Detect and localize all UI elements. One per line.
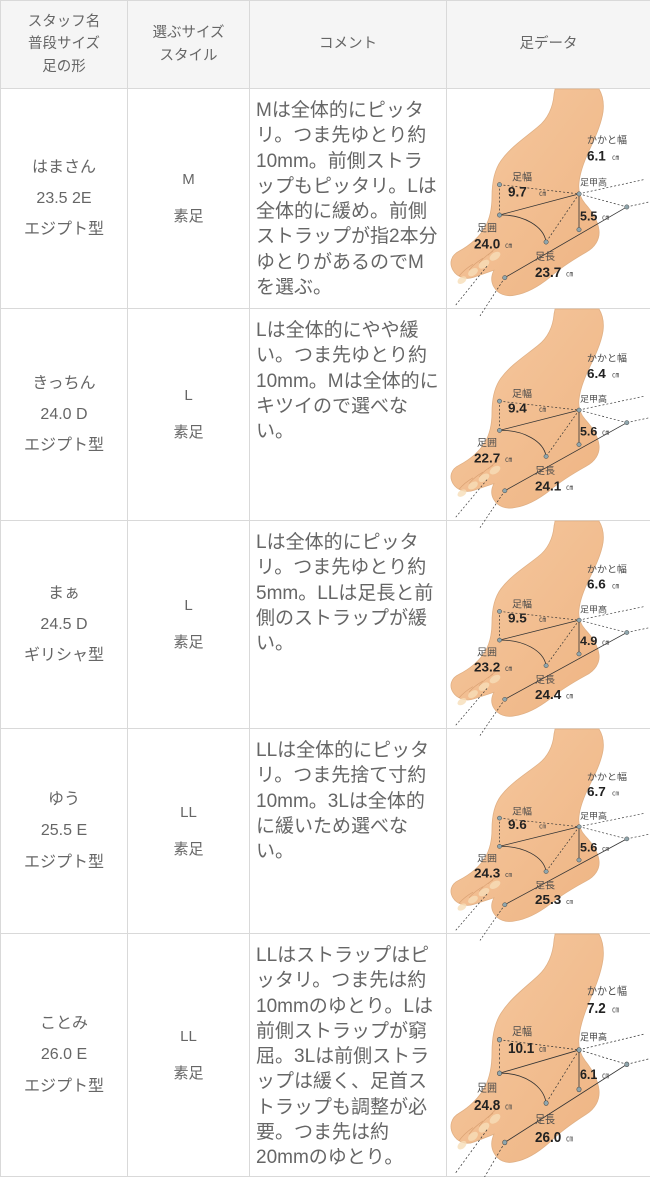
svg-text:6.1: 6.1 <box>587 149 606 164</box>
svg-text:25.3: 25.3 <box>535 893 561 907</box>
svg-text:足幅: 足幅 <box>512 598 532 611</box>
svg-text:㎝: ㎝ <box>539 823 546 830</box>
svg-text:足囲: 足囲 <box>477 1082 497 1095</box>
svg-text:7.2: 7.2 <box>587 1001 606 1018</box>
svg-text:足長: 足長 <box>535 1114 555 1127</box>
svg-text:24.1: 24.1 <box>535 479 561 494</box>
svg-text:㎝: ㎝ <box>602 1071 610 1080</box>
svg-text:足甲高: 足甲高 <box>580 604 607 615</box>
svg-text:足幅: 足幅 <box>512 387 532 400</box>
svg-text:㎝: ㎝ <box>539 191 546 198</box>
svg-text:㎝: ㎝ <box>602 846 609 853</box>
svg-text:9.4: 9.4 <box>508 401 527 416</box>
svg-text:㎝: ㎝ <box>566 899 573 906</box>
svg-text:足幅: 足幅 <box>512 806 532 818</box>
svg-text:㎝: ㎝ <box>539 617 546 624</box>
svg-text:足甲高: 足甲高 <box>580 393 607 404</box>
svg-text:足幅: 足幅 <box>512 171 532 184</box>
svg-text:6.1: 6.1 <box>580 1067 597 1083</box>
svg-text:㎝: ㎝ <box>539 407 546 414</box>
svg-text:10.1: 10.1 <box>508 1040 534 1057</box>
svg-text:足囲: 足囲 <box>477 854 497 865</box>
svg-text:足囲: 足囲 <box>477 437 497 449</box>
svg-text:24.0: 24.0 <box>474 236 500 251</box>
svg-text:9.7: 9.7 <box>508 185 527 200</box>
svg-text:㎝: ㎝ <box>505 457 512 464</box>
svg-text:足幅: 足幅 <box>512 1025 532 1039</box>
svg-text:5.5: 5.5 <box>580 209 597 223</box>
svg-text:9.5: 9.5 <box>508 611 527 626</box>
svg-text:㎝: ㎝ <box>602 639 609 646</box>
svg-text:㎝: ㎝ <box>566 1133 574 1142</box>
svg-text:6.7: 6.7 <box>587 784 606 798</box>
svg-text:22.7: 22.7 <box>474 451 500 466</box>
svg-text:かかと幅: かかと幅 <box>587 984 627 998</box>
svg-text:㎝: ㎝ <box>612 372 619 379</box>
svg-text:㎝: ㎝ <box>566 693 573 700</box>
svg-text:㎝: ㎝ <box>602 214 609 221</box>
svg-text:㎝: ㎝ <box>566 271 573 278</box>
svg-text:㎝: ㎝ <box>505 666 512 673</box>
svg-text:㎝: ㎝ <box>566 484 573 491</box>
svg-text:㎝: ㎝ <box>505 1102 513 1111</box>
svg-text:㎝: ㎝ <box>505 872 512 879</box>
svg-text:足甲高: 足甲高 <box>580 1031 607 1044</box>
svg-text:㎝: ㎝ <box>612 790 619 797</box>
svg-text:23.2: 23.2 <box>474 660 500 675</box>
svg-text:かかと幅: かかと幅 <box>587 771 627 783</box>
svg-text:㎝: ㎝ <box>612 1005 620 1014</box>
svg-text:足長: 足長 <box>535 465 555 477</box>
svg-text:㎝: ㎝ <box>612 155 619 162</box>
svg-text:㎝: ㎝ <box>602 430 609 437</box>
svg-text:9.6: 9.6 <box>508 818 527 832</box>
svg-text:24.8: 24.8 <box>474 1097 500 1114</box>
svg-text:23.7: 23.7 <box>535 265 561 280</box>
svg-text:26.0: 26.0 <box>535 1129 561 1146</box>
svg-text:㎝: ㎝ <box>612 583 619 590</box>
svg-text:足甲高: 足甲高 <box>580 177 607 188</box>
svg-text:6.4: 6.4 <box>587 366 606 381</box>
svg-text:足長: 足長 <box>535 881 555 892</box>
svg-text:㎝: ㎝ <box>539 1044 547 1053</box>
svg-text:足甲高: 足甲高 <box>580 810 607 821</box>
svg-text:24.4: 24.4 <box>535 687 562 702</box>
svg-text:㎝: ㎝ <box>505 242 512 249</box>
svg-text:足囲: 足囲 <box>477 647 497 659</box>
svg-text:5.6: 5.6 <box>580 425 598 439</box>
svg-text:足長: 足長 <box>535 674 555 686</box>
svg-text:6.6: 6.6 <box>587 577 606 592</box>
svg-text:24.3: 24.3 <box>474 866 500 880</box>
svg-text:5.6: 5.6 <box>580 841 598 854</box>
svg-text:かかと幅: かかと幅 <box>587 563 627 576</box>
svg-text:かかと幅: かかと幅 <box>587 134 627 147</box>
svg-text:4.9: 4.9 <box>580 635 598 649</box>
svg-text:足長: 足長 <box>535 251 555 263</box>
svg-text:足囲: 足囲 <box>477 222 497 234</box>
svg-text:かかと幅: かかと幅 <box>587 352 627 365</box>
